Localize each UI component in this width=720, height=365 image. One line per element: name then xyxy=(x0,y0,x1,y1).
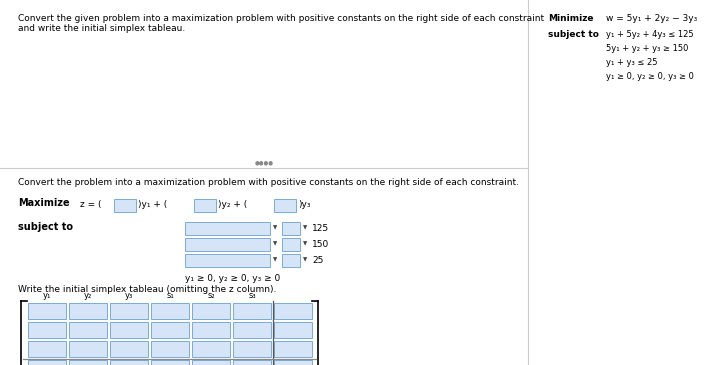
Text: )y₃: )y₃ xyxy=(298,200,310,209)
Text: 5y₁ + y₂ + y₃ ≥ 150: 5y₁ + y₂ + y₃ ≥ 150 xyxy=(606,44,688,53)
Bar xyxy=(110,341,148,357)
Text: ▼: ▼ xyxy=(303,225,307,230)
Bar xyxy=(114,199,136,212)
Bar xyxy=(110,360,148,365)
Bar xyxy=(69,360,107,365)
Bar xyxy=(192,341,230,357)
Bar xyxy=(194,199,216,212)
Text: subject to: subject to xyxy=(18,222,73,232)
Text: 150: 150 xyxy=(312,240,329,249)
Bar xyxy=(233,303,271,319)
Text: ▼: ▼ xyxy=(273,241,277,246)
Text: y₁: y₁ xyxy=(42,291,51,300)
Text: y₁ + 5y₂ + 4y₃ ≤ 125: y₁ + 5y₂ + 4y₃ ≤ 125 xyxy=(606,30,693,39)
Text: y₃: y₃ xyxy=(125,291,133,300)
Bar xyxy=(28,303,66,319)
Text: z = (: z = ( xyxy=(80,200,102,209)
Bar xyxy=(28,360,66,365)
Bar xyxy=(282,238,300,251)
Text: subject to: subject to xyxy=(548,30,599,39)
Text: y₁ + y₃ ≤ 25: y₁ + y₃ ≤ 25 xyxy=(606,58,657,67)
Bar xyxy=(28,341,66,357)
Text: Maximize: Maximize xyxy=(18,198,70,208)
Bar xyxy=(192,360,230,365)
Bar xyxy=(282,254,300,267)
Bar xyxy=(151,322,189,338)
Bar xyxy=(274,341,312,357)
Bar xyxy=(151,341,189,357)
Text: y₁ ≥ 0, y₂ ≥ 0, y₃ ≥ 0: y₁ ≥ 0, y₂ ≥ 0, y₃ ≥ 0 xyxy=(606,72,694,81)
Text: y₂: y₂ xyxy=(84,291,92,300)
Bar xyxy=(69,303,107,319)
Bar xyxy=(185,222,270,235)
Text: s₃: s₃ xyxy=(248,291,256,300)
Text: Write the initial simplex tableau (omitting the z column).: Write the initial simplex tableau (omitt… xyxy=(18,285,276,294)
Bar xyxy=(233,360,271,365)
Bar xyxy=(151,303,189,319)
Bar xyxy=(282,222,300,235)
Text: ●●●●: ●●●● xyxy=(254,160,274,165)
Text: Convert the problem into a maximization problem with positive constants on the r: Convert the problem into a maximization … xyxy=(18,178,519,187)
Bar xyxy=(274,360,312,365)
Bar xyxy=(274,199,296,212)
Bar xyxy=(185,238,270,251)
Text: ▼: ▼ xyxy=(273,225,277,230)
Text: 25: 25 xyxy=(312,256,323,265)
Bar xyxy=(28,322,66,338)
Text: 125: 125 xyxy=(312,224,329,233)
Bar xyxy=(110,303,148,319)
Bar xyxy=(69,322,107,338)
Bar xyxy=(192,303,230,319)
Bar xyxy=(233,341,271,357)
Text: s₂: s₂ xyxy=(207,291,215,300)
Bar xyxy=(192,322,230,338)
Text: Convert the given problem into a maximization problem with positive constants on: Convert the given problem into a maximiz… xyxy=(18,14,544,34)
Text: s₁: s₁ xyxy=(166,291,174,300)
Bar xyxy=(110,322,148,338)
Text: ▼: ▼ xyxy=(303,241,307,246)
Text: )y₁ + (: )y₁ + ( xyxy=(138,200,167,209)
Text: Minimize: Minimize xyxy=(548,14,593,23)
Bar xyxy=(69,341,107,357)
Bar xyxy=(274,322,312,338)
Bar xyxy=(151,360,189,365)
Bar xyxy=(233,322,271,338)
Bar xyxy=(274,303,312,319)
Text: )y₂ + (: )y₂ + ( xyxy=(218,200,247,209)
Text: ▼: ▼ xyxy=(273,257,277,262)
Text: ▼: ▼ xyxy=(303,257,307,262)
Text: w = 5y₁ + 2y₂ − 3y₃: w = 5y₁ + 2y₂ − 3y₃ xyxy=(606,14,697,23)
Bar xyxy=(185,254,270,267)
Text: y₁ ≥ 0, y₂ ≥ 0, y₃ ≥ 0: y₁ ≥ 0, y₂ ≥ 0, y₃ ≥ 0 xyxy=(185,274,280,283)
